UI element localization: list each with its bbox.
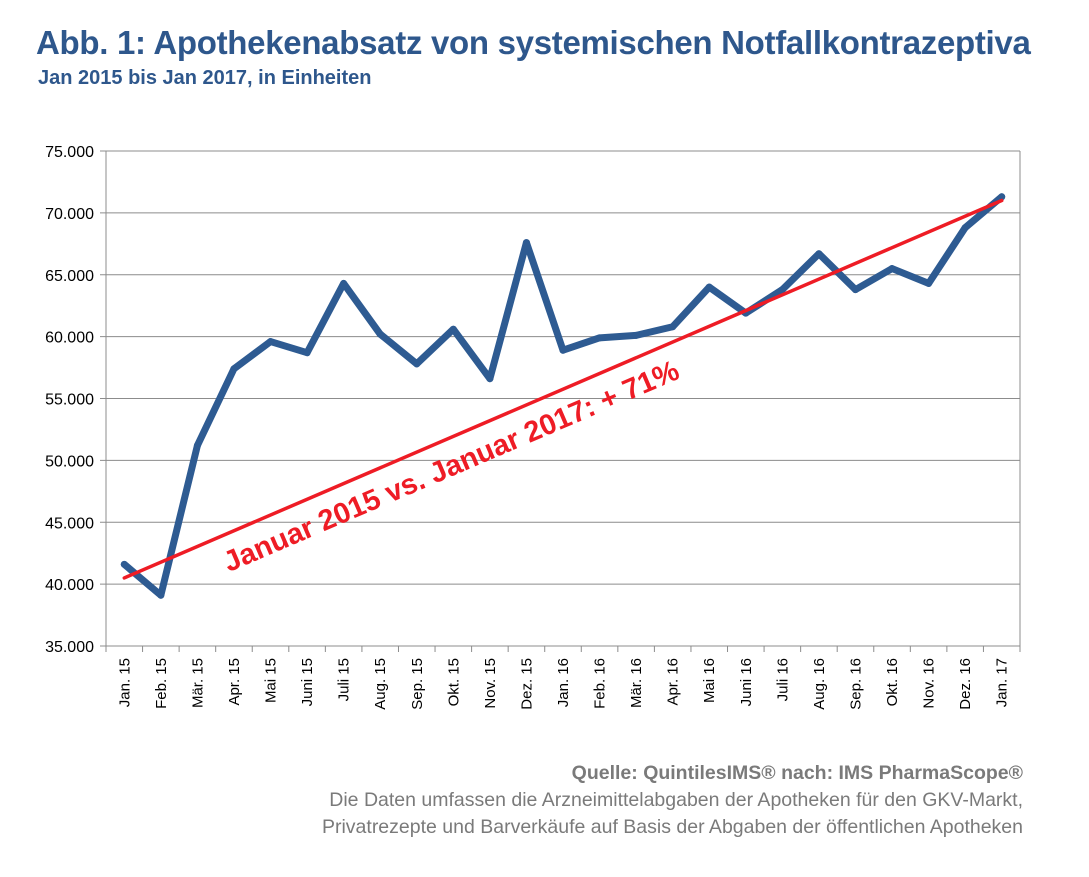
- data-point-9: [449, 325, 457, 333]
- data-point-13: [596, 334, 604, 342]
- data-point-6: [340, 279, 348, 287]
- source-line: Quelle: QuintilesIMS® nach: IMS PharmaSc…: [571, 762, 1023, 784]
- x-axis-ticks: Jan. 15 Feb. 15 Mär. 15 Apr. 15 Mai 15 Juni 1…: [116, 658, 1010, 710]
- data-point-4: [267, 338, 275, 346]
- data-point-14: [632, 331, 640, 339]
- x-tick-label-6: Juli 15: [336, 658, 353, 701]
- data-point-16: [705, 283, 713, 291]
- x-tick-label-0: Jan. 15: [116, 658, 133, 707]
- data-point-18: [778, 286, 786, 294]
- x-tick-label-2: Mär. 15: [189, 658, 206, 708]
- x-tick-label-8: Sep. 15: [409, 658, 426, 710]
- x-tick-label-4: Mai 15: [263, 658, 280, 703]
- data-point-2: [193, 442, 201, 450]
- data-point-8: [413, 360, 421, 368]
- x-tick-label-11: Dez. 15: [518, 658, 535, 710]
- x-tick-label-21: Okt. 16: [884, 658, 901, 706]
- x-tick-label-23: Dez. 16: [957, 658, 974, 710]
- y-tick-label-60.000: 60.000: [45, 330, 94, 347]
- data-point-22: [925, 279, 933, 287]
- y-tick-label-35.000: 35.000: [45, 639, 94, 656]
- trend-annotation: Januar 2015 vs. Januar 2017: + 71%: [219, 355, 684, 579]
- x-tick-label-7: Aug. 15: [372, 658, 389, 710]
- data-point-0: [120, 560, 128, 568]
- x-tick-label-13: Feb. 16: [592, 658, 609, 709]
- x-tick-label-22: Nov. 16: [921, 658, 938, 709]
- y-tick-label-75.000: 75.000: [45, 144, 94, 161]
- y-axis-ticks: 35.000 40.000 45.000 50.000 55.000 60.000 65.0…: [45, 144, 94, 656]
- data-point-11: [522, 239, 530, 247]
- x-tick-label-5: Juni 15: [299, 658, 316, 706]
- chart-title: Abb. 1: Apothekenabsatz von systemischen…: [36, 24, 1031, 61]
- x-tick-label-9: Okt. 15: [445, 658, 462, 706]
- y-tick-label-55.000: 55.000: [45, 392, 94, 409]
- x-tick-label-24: Jan. 17: [994, 658, 1011, 707]
- x-tick-label-12: Jan. 16: [555, 658, 572, 707]
- data-point-10: [486, 375, 494, 383]
- y-tick-label-50.000: 50.000: [45, 453, 94, 470]
- note-line-2: Privatrezepte und Barverkäufe auf Basis …: [321, 816, 1023, 838]
- data-point-5: [303, 349, 311, 357]
- y-tick-label-45.000: 45.000: [45, 515, 94, 532]
- data-point-21: [888, 265, 896, 273]
- note-line-1: Die Daten umfassen die Arzneimittelabgab…: [329, 789, 1023, 811]
- x-tick-label-20: Sep. 16: [847, 658, 864, 710]
- source-block: Quelle: QuintilesIMS® nach: IMS PharmaSc…: [322, 760, 1023, 841]
- x-tick-label-16: Mai 16: [701, 658, 718, 703]
- x-tick-label-14: Mär. 16: [628, 658, 645, 708]
- data-point-19: [815, 250, 823, 258]
- y-tick-label-65.000: 65.000: [45, 268, 94, 285]
- x-tick-label-17: Juni 16: [738, 658, 755, 706]
- x-tick-label-19: Aug. 16: [811, 658, 828, 710]
- data-point-15: [669, 323, 677, 331]
- data-point-24: [998, 193, 1006, 201]
- x-tick-label-3: Apr. 15: [226, 658, 243, 706]
- chart-subtitle: Jan 2015 bis Jan 2017, in Einheiten: [38, 67, 372, 89]
- x-tick-label-18: Juli 16: [774, 658, 791, 701]
- data-point-12: [559, 346, 567, 354]
- trend-line: [122, 198, 1004, 580]
- series-group: [120, 193, 1006, 599]
- x-tick-label-1: Feb. 15: [153, 658, 170, 709]
- data-point-7: [376, 330, 384, 338]
- x-tick-label-15: Apr. 16: [665, 658, 682, 706]
- x-tick-label-10: Nov. 15: [482, 658, 499, 709]
- data-point-23: [961, 224, 969, 232]
- axes: [100, 150, 1021, 652]
- y-tick-label-40.000: 40.000: [45, 577, 94, 594]
- y-tick-label-70.000: 70.000: [45, 206, 94, 223]
- data-point-3: [230, 365, 238, 373]
- data-point-1: [157, 591, 165, 599]
- data-point-20: [851, 286, 859, 294]
